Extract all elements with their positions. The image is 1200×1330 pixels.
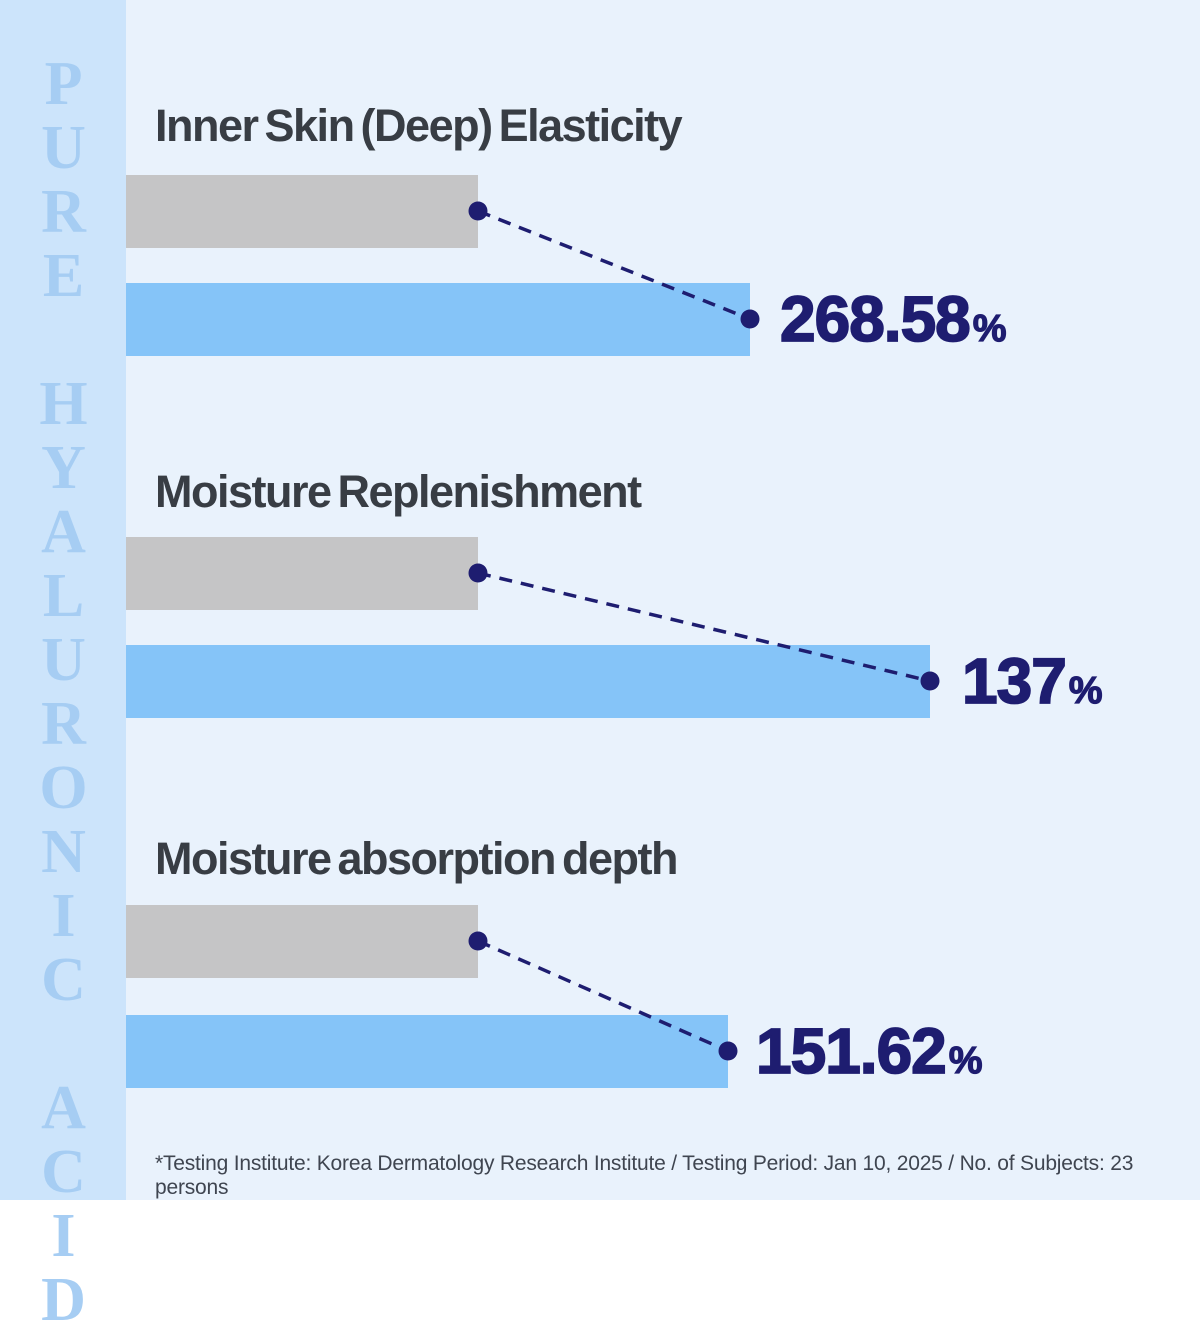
metric-title: Inner Skin (Deep) Elasticity	[155, 100, 683, 151]
metric-value: 151.62 %	[755, 1015, 983, 1087]
testing-footnote: *Testing Institute: Korea Dermatology Re…	[155, 1152, 1134, 1199]
result-bar	[126, 645, 930, 718]
percent-sign: %	[948, 1040, 983, 1082]
value-number: 268.58	[779, 283, 972, 355]
metric-title: Moisture absorption depth	[155, 833, 679, 884]
sidebar: PURE HYALURONIC ACID	[0, 0, 126, 1330]
value-number: 151.62	[755, 1015, 948, 1087]
value-number: 137	[961, 645, 1068, 717]
baseline-bar	[126, 175, 478, 248]
result-bar	[126, 1015, 728, 1088]
baseline-bar	[126, 905, 478, 978]
metric-value: 268.58 %	[779, 283, 1007, 355]
result-bar	[126, 283, 750, 356]
product-name-vertical-text: PURE HYALURONIC ACID	[29, 50, 98, 1330]
percent-sign: %	[972, 308, 1007, 350]
chart-area: Inner Skin (Deep) Elasticity 268.58 % Mo…	[126, 0, 1200, 1200]
metric-value: 137 %	[961, 645, 1103, 717]
baseline-bar	[126, 537, 478, 610]
metric-title: Moisture Replenishment	[155, 466, 642, 517]
percent-sign: %	[1068, 670, 1103, 712]
